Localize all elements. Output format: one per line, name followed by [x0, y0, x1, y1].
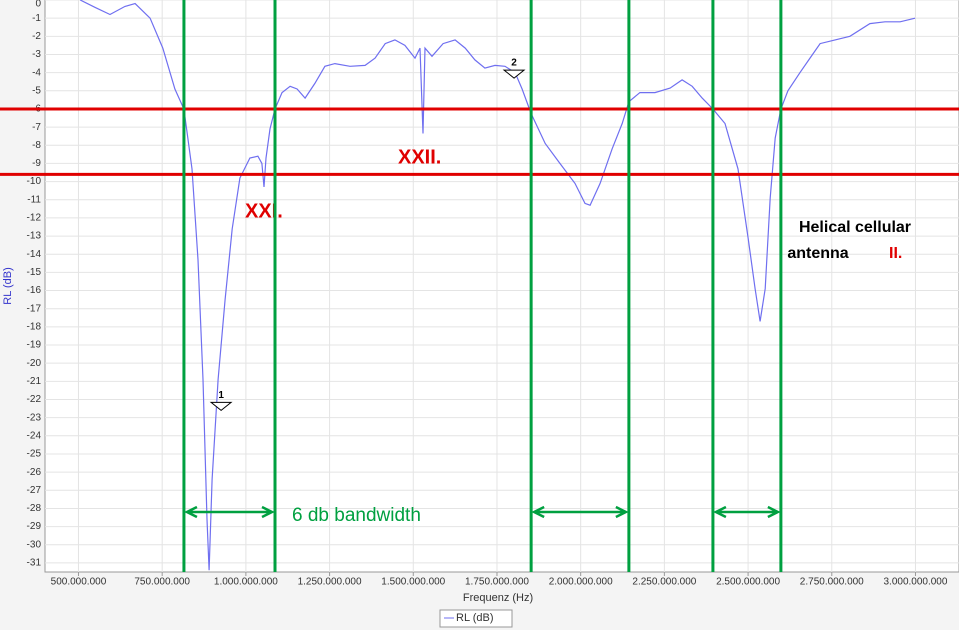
y-tick-label: -31 [27, 558, 42, 569]
y-tick-label: -17 [27, 303, 42, 314]
y-tick-label: -12 [27, 213, 42, 224]
x-tick-label: 2.000.000.000 [549, 577, 613, 588]
y-tick-label: -14 [27, 249, 42, 260]
y-tick-label: -27 [27, 485, 42, 496]
marker [502, 69, 526, 79]
bandwidth-arrow [531, 505, 629, 519]
note: antenna [787, 245, 848, 262]
x-tick-label: 500.000.000 [51, 577, 107, 588]
annotation: XXII. [398, 146, 441, 168]
note: II. [889, 245, 902, 262]
bandwidth-arrow [713, 505, 781, 519]
x-tick-label: 1.500.000.000 [381, 577, 445, 588]
x-tick-label: 2.250.000.000 [632, 577, 696, 588]
marker-label: 2 [511, 58, 517, 69]
x-tick-label: 1.250.000.000 [298, 577, 362, 588]
y-tick-label: -28 [27, 503, 42, 514]
y-tick-label: -7 [32, 122, 41, 133]
annotation: 6 db bandwidth [292, 505, 421, 526]
y-tick-label: -15 [27, 267, 42, 278]
y-tick-label: -26 [27, 467, 42, 478]
y-tick-label: -5 [32, 85, 41, 96]
y-tick-label: -29 [27, 521, 42, 532]
y-tick-label: 0 [35, 0, 41, 10]
y-tick-label: -13 [27, 231, 42, 242]
bandwidth-arrow [184, 505, 275, 519]
y-tick-label: -1 [32, 13, 41, 24]
x-axis-label: Frequenz (Hz) [463, 592, 533, 604]
y-tick-label: -23 [27, 412, 42, 423]
y-tick-label: -21 [27, 376, 42, 387]
y-tick-label: -22 [27, 394, 42, 405]
y-tick-label: -8 [32, 140, 41, 151]
line [79, 0, 916, 571]
y-tick-label: -30 [27, 539, 42, 550]
marker-label: 1 [218, 390, 224, 401]
x-tick-label: 3.000.000.000 [883, 577, 947, 588]
marker [209, 401, 233, 412]
plot-area [44, 0, 959, 573]
y-tick-label: -25 [27, 449, 42, 460]
y-tick-label: -18 [27, 321, 42, 332]
y-tick-label: -19 [27, 340, 42, 351]
x-tick-label: 2.500.000.000 [716, 577, 780, 588]
note: Helical cellular [799, 219, 911, 236]
y-tick-label: -3 [32, 49, 41, 60]
y-axis-label: RL (dB) [2, 267, 14, 305]
y-tick-label: -11 [27, 194, 41, 205]
x-tick-label: 2.750.000.000 [800, 577, 864, 588]
y-tick-label: -24 [27, 430, 42, 441]
y-tick-label: -10 [27, 176, 42, 187]
x-tick-label: 1.750.000.000 [465, 577, 529, 588]
annotation: XXI. [245, 200, 283, 222]
y-tick-label: -9 [32, 158, 41, 169]
y-tick-label: -20 [27, 358, 42, 369]
legend-box [439, 609, 513, 628]
y-tick-label: -16 [27, 285, 42, 296]
x-tick-label: 1.000.000.000 [214, 577, 278, 588]
y-tick-label: -4 [32, 67, 41, 78]
x-tick-label: 750.000.000 [134, 577, 190, 588]
y-tick-label: -2 [32, 31, 41, 42]
legend-label: RL (dB) [456, 612, 494, 624]
